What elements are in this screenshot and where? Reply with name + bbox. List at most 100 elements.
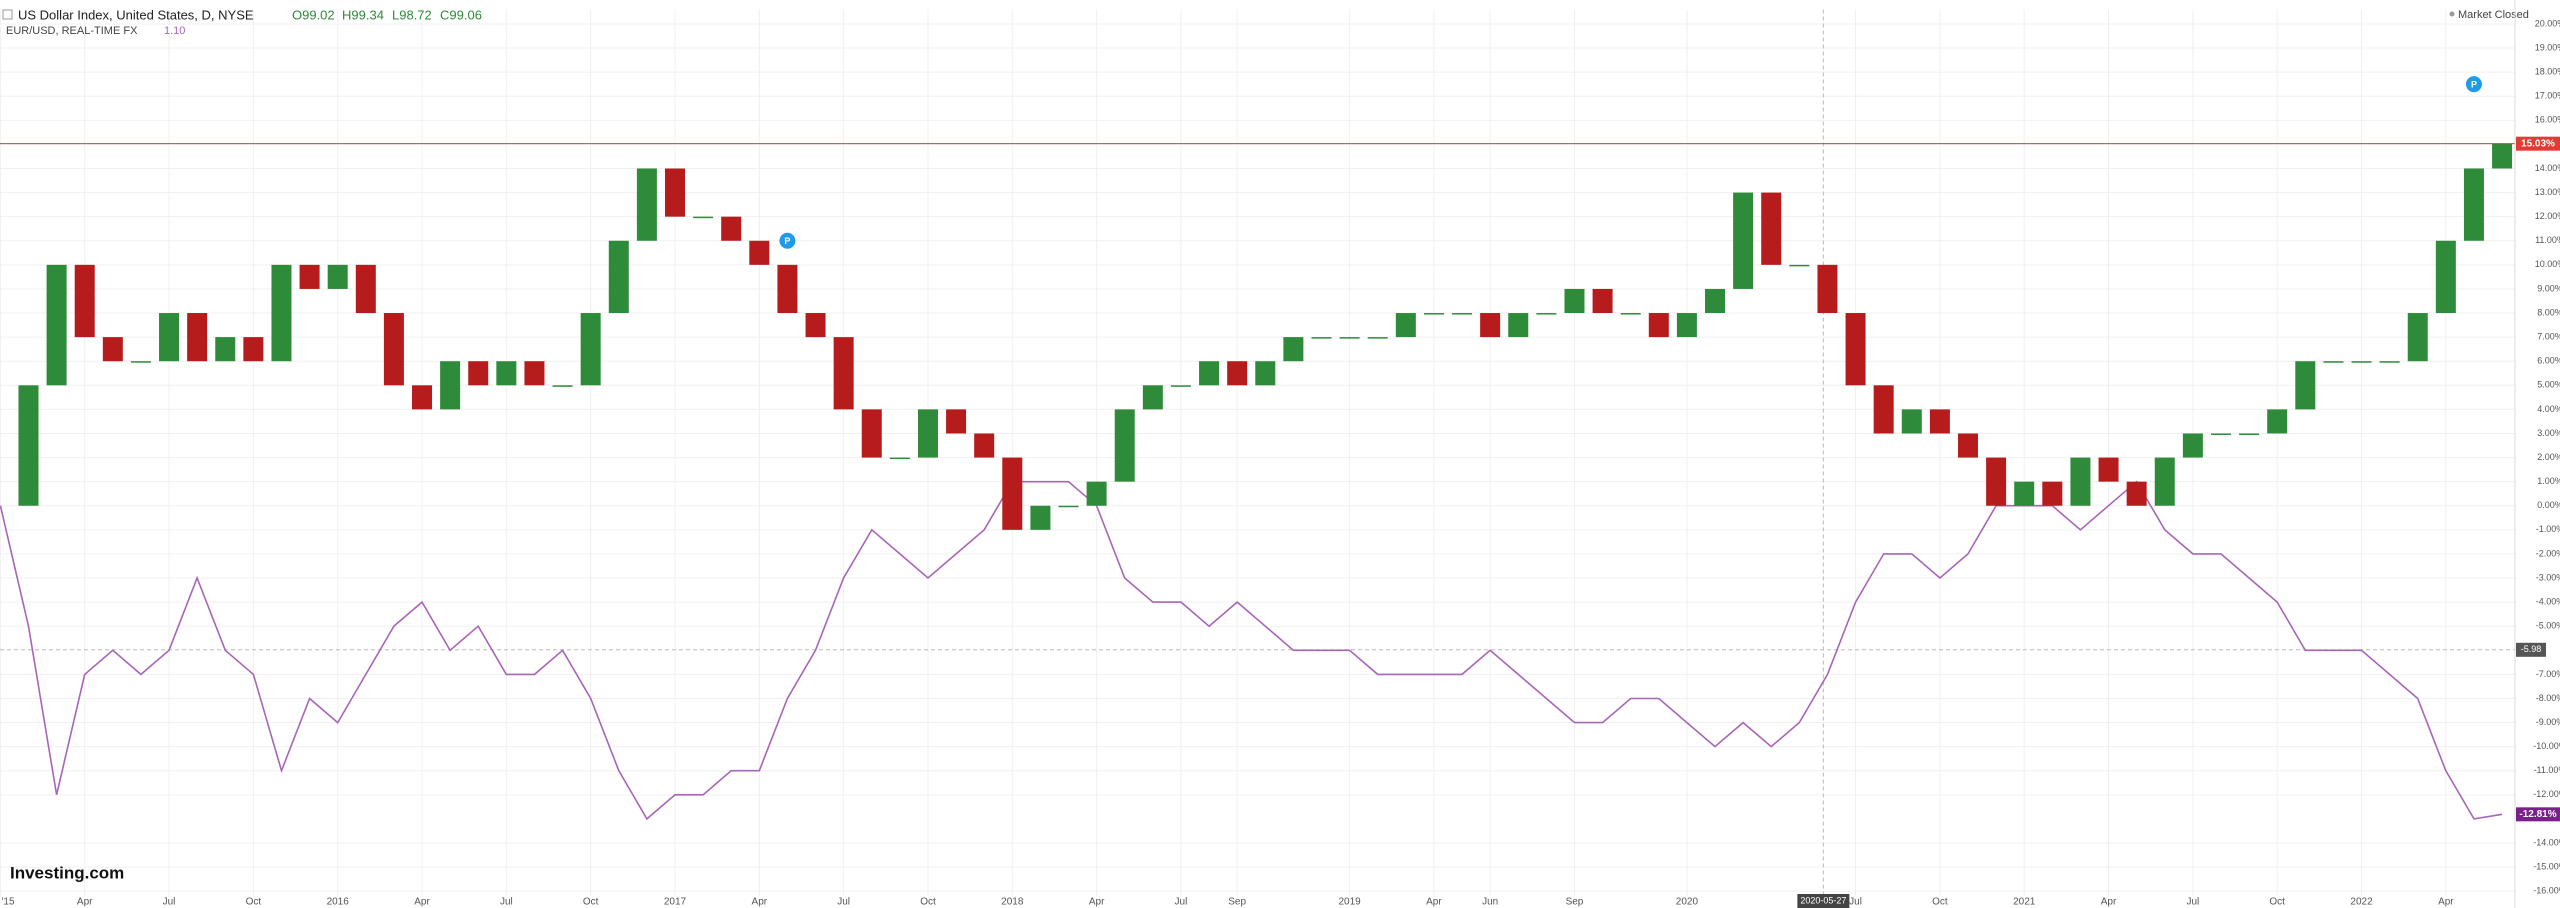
candle [468,361,489,386]
y-tick-label: 6.00% [2537,356,2560,366]
y-tick-label: 13.00% [2535,187,2560,197]
collapse-icon[interactable] [2,9,13,20]
candle [1170,385,1191,387]
close: C99.06 [440,7,482,22]
candle [1227,361,1248,386]
candle [1901,409,1922,434]
crosshair-x-box [1797,894,1850,908]
x-tick-label: Apr [752,897,768,908]
candle [1929,409,1950,434]
candle [693,216,714,219]
x-tick-label: '15 [1,897,14,908]
y-tick-label: 4.00% [2537,404,2560,414]
candle [1367,337,1388,339]
x-tick-label: Jul [837,897,850,908]
candle [1761,192,1782,265]
candle [1676,313,1697,338]
x-tick-label: Oct [1932,897,1948,908]
y-tick-label: 3.00% [2537,428,2560,438]
x-tick-label: Apr [414,897,430,908]
last-price-label: -12.81% [2519,809,2556,820]
high: H99.34 [342,7,384,22]
candle [2070,457,2091,506]
y-tick-label: -11.00% [2534,765,2560,775]
x-tick-label: Jul [1175,897,1188,908]
x-tick-label: 2016 [327,897,350,908]
candle [440,361,461,410]
candle [1564,288,1585,314]
y-tick-label: 11.00% [2535,235,2560,245]
candle [1311,337,1332,339]
candle [2210,433,2231,435]
candle [664,168,685,217]
y-tick-label: 14.00% [2535,163,2560,173]
candle [2379,361,2400,363]
x-tick-label: Apr [1426,897,1442,908]
candle [1283,337,1304,362]
candle [524,361,545,386]
y-tick-label: -4.00% [2536,596,2560,606]
x-tick-label: 2022 [2350,897,2373,908]
candle [1817,264,1838,314]
x-tick-label: 2018 [1001,897,1024,908]
compare-line [0,480,2503,821]
candle [2463,168,2484,241]
x-tick-label: Apr [2101,897,2117,908]
candle [496,361,517,386]
candle [2295,361,2316,410]
candle [777,264,798,314]
candle [1339,337,1360,339]
open: O99.02 [292,7,335,22]
y-tick-label: 9.00% [2537,283,2560,293]
x-tick-label: Jul [1849,897,1862,908]
candle [749,240,770,265]
y-tick-label: 20.00% [2535,18,2560,28]
x-tick-label: Apr [77,897,93,908]
x-tick-label: Jun [1482,897,1498,908]
candle [1002,457,1023,530]
x-tick-label: Oct [246,897,262,908]
x-tick-label: Oct [920,897,936,908]
x-tick-label: 2020 [1676,897,1699,908]
candle [299,264,320,289]
y-tick-label: 19.00% [2535,42,2560,52]
candle [2435,240,2456,314]
crosshair-y-label: -5.98 [2521,644,2542,654]
candle [636,168,657,241]
candle [102,337,123,362]
candle [187,313,208,362]
compare-value: 1.10 [164,25,185,37]
x-tick-label: Jul [2186,897,2199,908]
crosshair-x-label: 2020-05-27 [1800,895,1846,905]
candle [805,313,826,338]
candle [1845,313,1866,386]
last-price-label: 15.03% [2521,138,2555,149]
candle [1873,385,1894,434]
y-tick-label: -14.00% [2533,837,2560,847]
candle [243,337,264,362]
y-tick-label: 5.00% [2537,380,2560,390]
event-marker [2465,76,2482,93]
candle [46,264,67,386]
candle [159,313,180,362]
x-tick-label: Apr [2438,897,2454,908]
candle [552,385,573,387]
x-tick-label: Oct [583,897,599,908]
candle [1986,457,2007,506]
candle [2492,143,2513,169]
candle [1058,505,1079,508]
candle [889,457,910,460]
candle [215,337,236,362]
status-dot [2449,11,2455,17]
x-tick-label: 2021 [2013,897,2036,908]
y-tick-label: -15.00% [2533,861,2560,871]
candle [1114,409,1135,482]
event-marker-label: P [2471,80,2477,90]
candle [1620,313,1641,315]
y-tick-label: 1.00% [2537,476,2560,486]
x-tick-label: Jul [163,897,176,908]
y-tick-label: 8.00% [2537,307,2560,317]
candle [1030,505,1051,530]
